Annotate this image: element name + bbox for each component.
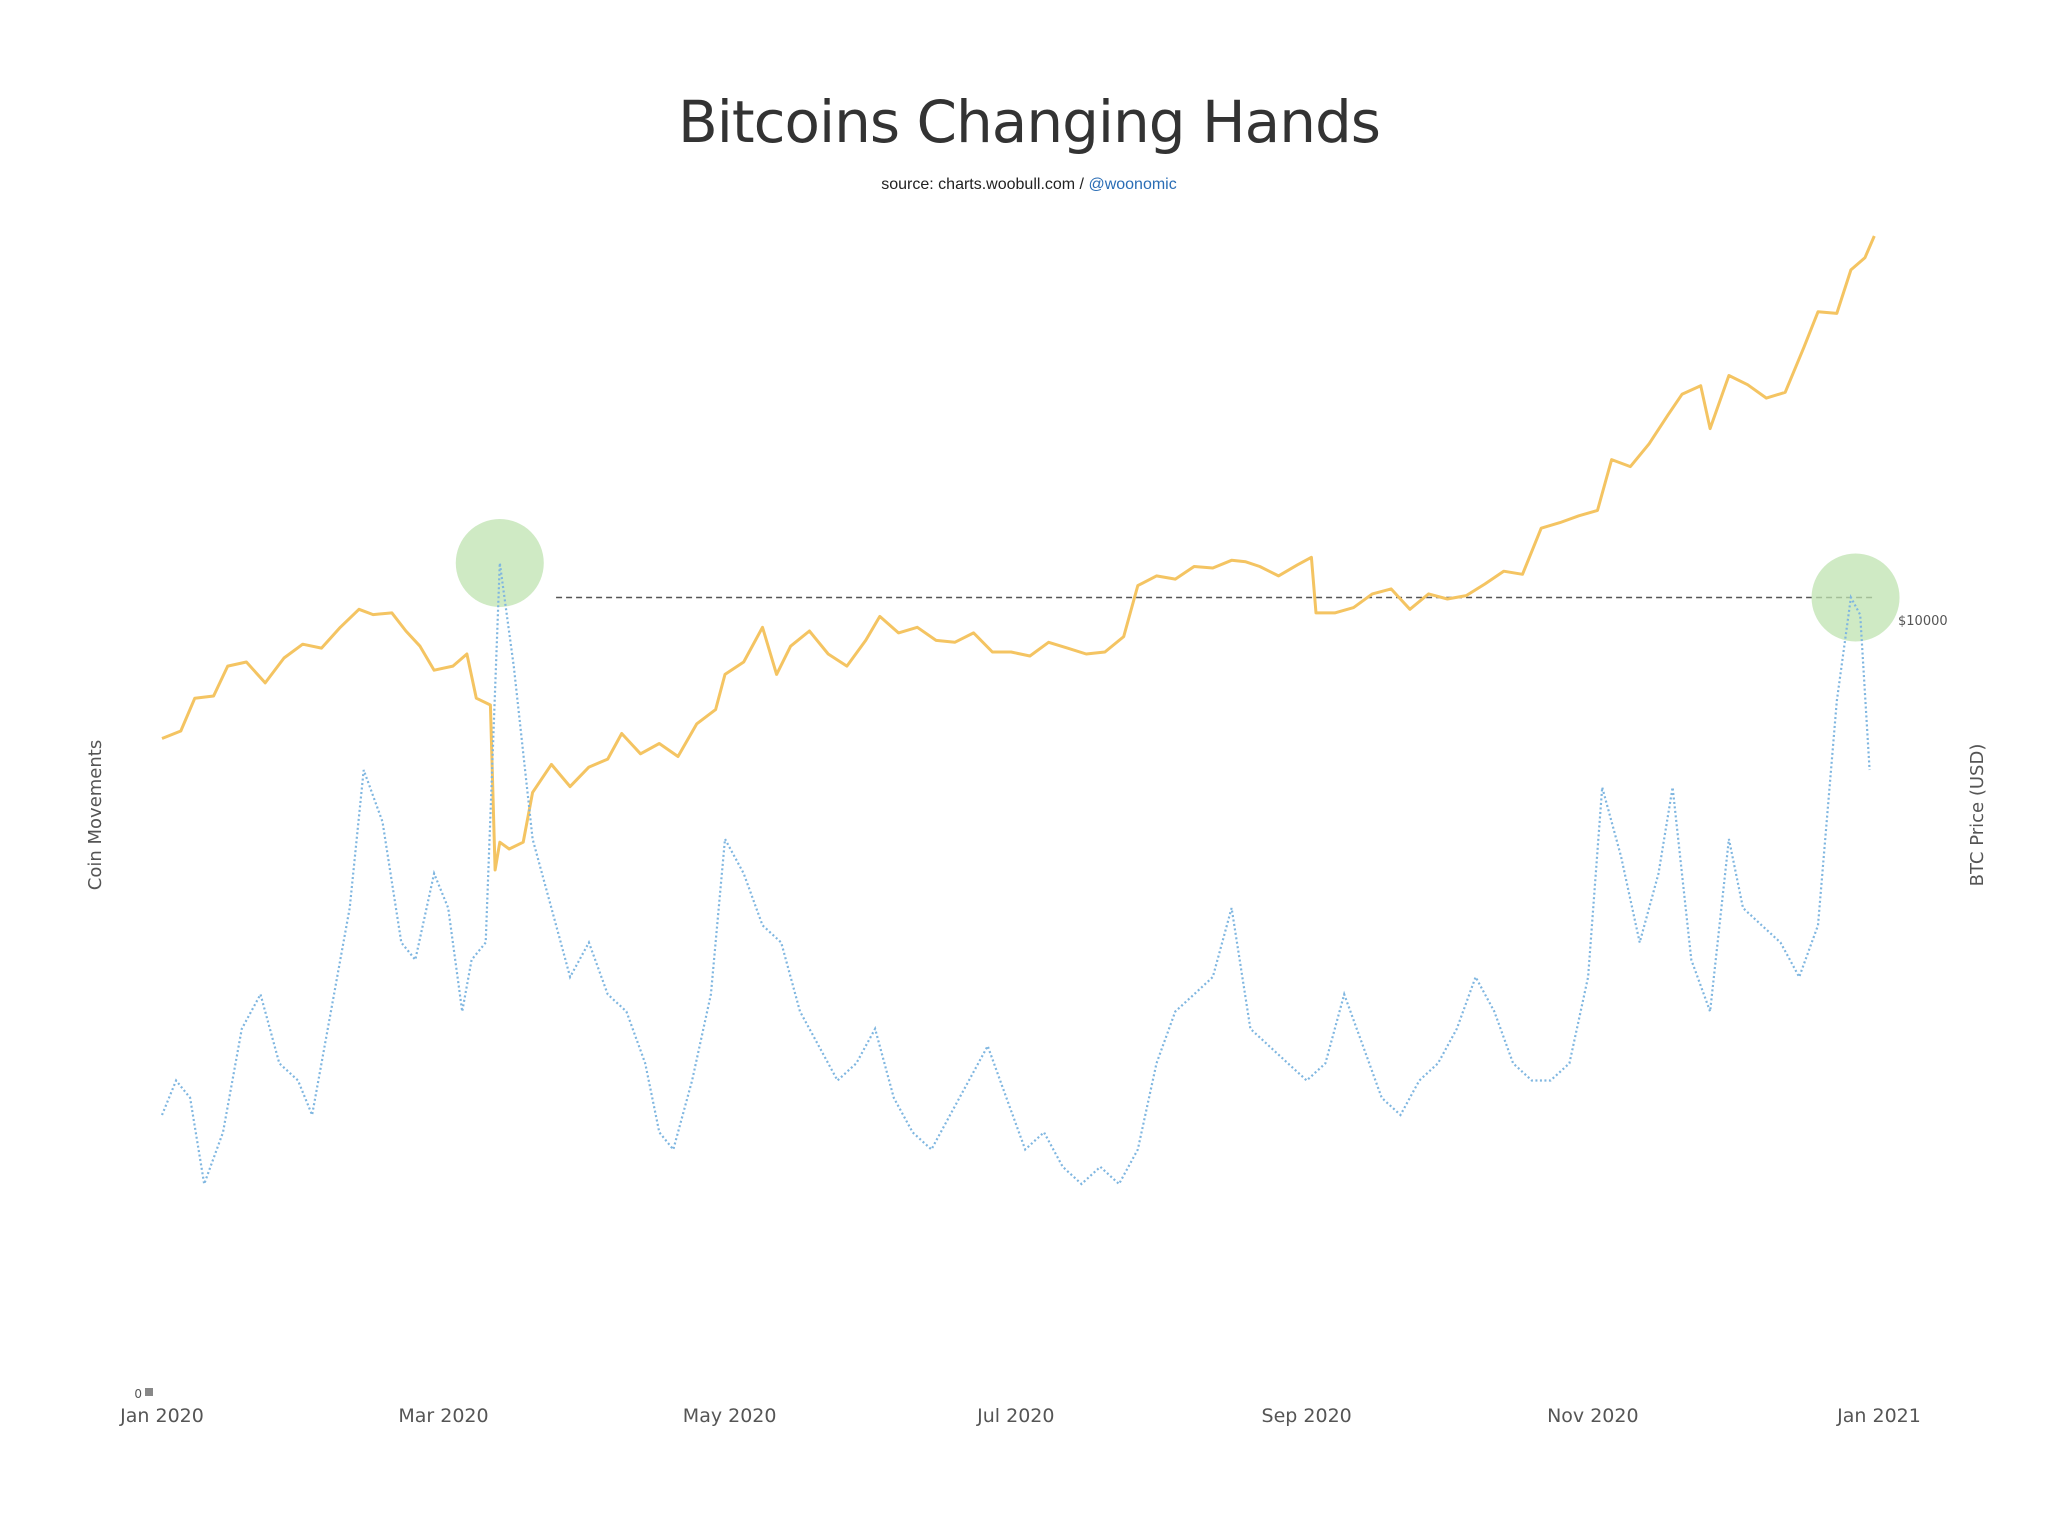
- y-right-axis-label: BTC Price (USD): [1967, 744, 1988, 887]
- highlight-circle-2: [1811, 553, 1900, 642]
- y-left-axis-label: Coin Movements: [85, 740, 106, 890]
- source-text: source: charts.woobull.com /: [881, 176, 1089, 193]
- annotations-layer: [455, 519, 1900, 642]
- chart-subtitle: source: charts.woobull.com / @woonomic: [0, 176, 2058, 194]
- zero-tick-marker: [145, 1388, 153, 1396]
- series-layer: [160, 235, 1876, 1189]
- series-line-coin-movements: [160, 562, 1871, 1189]
- x-tick-label: Jul 2020: [976, 1405, 1054, 1427]
- x-tick-label: Jan 2021: [1836, 1405, 1921, 1427]
- x-tick-label: Jan 2020: [119, 1405, 204, 1427]
- x-tick-label: May 2020: [683, 1405, 777, 1427]
- series-line-btc-price: [161, 235, 1876, 872]
- y-left-tick-label: 0: [134, 1387, 142, 1401]
- author-handle[interactable]: @woonomic: [1088, 176, 1177, 193]
- highlight-circle-1: [455, 519, 544, 607]
- y-right-tick-label: $10000: [1898, 614, 1948, 629]
- x-tick-label: Mar 2020: [398, 1405, 488, 1427]
- chart-title: Bitcoins Changing Hands: [678, 88, 1381, 156]
- x-tick-label: Sep 2020: [1262, 1405, 1352, 1427]
- x-tick-label: Nov 2020: [1547, 1405, 1638, 1427]
- axes-layer: Jan 2020 Mar 2020 May 2020 Jul 2020 Sep 2020…: [85, 614, 1988, 1427]
